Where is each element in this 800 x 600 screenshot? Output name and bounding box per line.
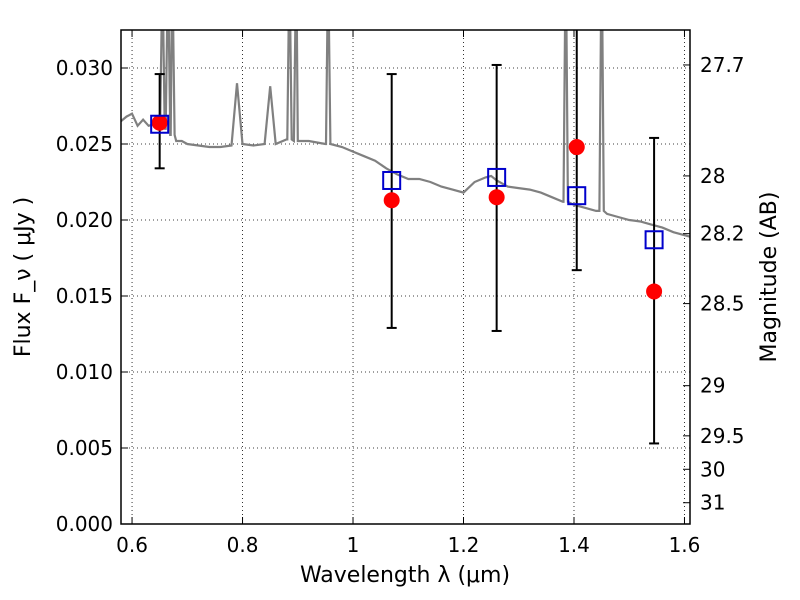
magnitude-tick-label: 28.5 bbox=[700, 292, 745, 316]
observed-point bbox=[646, 283, 663, 300]
y-tick-label: 0.005 bbox=[56, 436, 113, 460]
magnitude-tick-label: 28.2 bbox=[700, 222, 745, 246]
x-tick-label: 1.2 bbox=[448, 533, 480, 557]
y-tick-label: 0.000 bbox=[56, 512, 113, 536]
x-tick-label: 0.8 bbox=[227, 533, 259, 557]
magnitude-tick-label: 29.5 bbox=[700, 424, 745, 448]
x-tick-label: 1.6 bbox=[669, 533, 701, 557]
x-axis-label: Wavelength λ (μm) bbox=[300, 563, 510, 588]
observed-point bbox=[568, 139, 585, 156]
magnitude-tick-label: 28 bbox=[700, 164, 725, 188]
observed-point bbox=[151, 114, 168, 131]
synthetic-point bbox=[567, 186, 587, 206]
synthetic-point bbox=[382, 170, 402, 190]
synthetic-point bbox=[487, 167, 507, 187]
y-axis-label-right: Magnitude (AB) bbox=[757, 192, 782, 363]
plot-area bbox=[121, 30, 690, 445]
observed-point bbox=[383, 192, 400, 209]
observed-point bbox=[488, 189, 505, 206]
magnitude-tick-label: 30 bbox=[700, 457, 725, 481]
magnitude-tick-label: 27.7 bbox=[700, 53, 745, 77]
y-tick-label: 0.030 bbox=[56, 56, 113, 80]
y-axis-label-left: Flux F_ν ( μJy ) bbox=[11, 197, 36, 357]
x-tick-label: 1.4 bbox=[558, 533, 590, 557]
synthetic-point bbox=[644, 230, 664, 250]
y-tick-label: 0.025 bbox=[56, 132, 113, 156]
y-tick-label: 0.010 bbox=[56, 360, 113, 384]
ticks: 0.6 0.8 1 1.2 1.4 1.6 0.000 0.005 0.010 0.015 0.02… bbox=[56, 30, 745, 557]
x-tick-label: 1 bbox=[347, 533, 360, 557]
synthetic-point bbox=[150, 114, 170, 134]
x-tick-label: 0.6 bbox=[116, 533, 148, 557]
magnitude-tick-label: 29 bbox=[700, 374, 725, 398]
magnitude-tick-label: 31 bbox=[700, 491, 725, 515]
y-tick-label: 0.015 bbox=[56, 284, 113, 308]
y-tick-label: 0.020 bbox=[56, 208, 113, 232]
plot-frame bbox=[120, 29, 691, 525]
